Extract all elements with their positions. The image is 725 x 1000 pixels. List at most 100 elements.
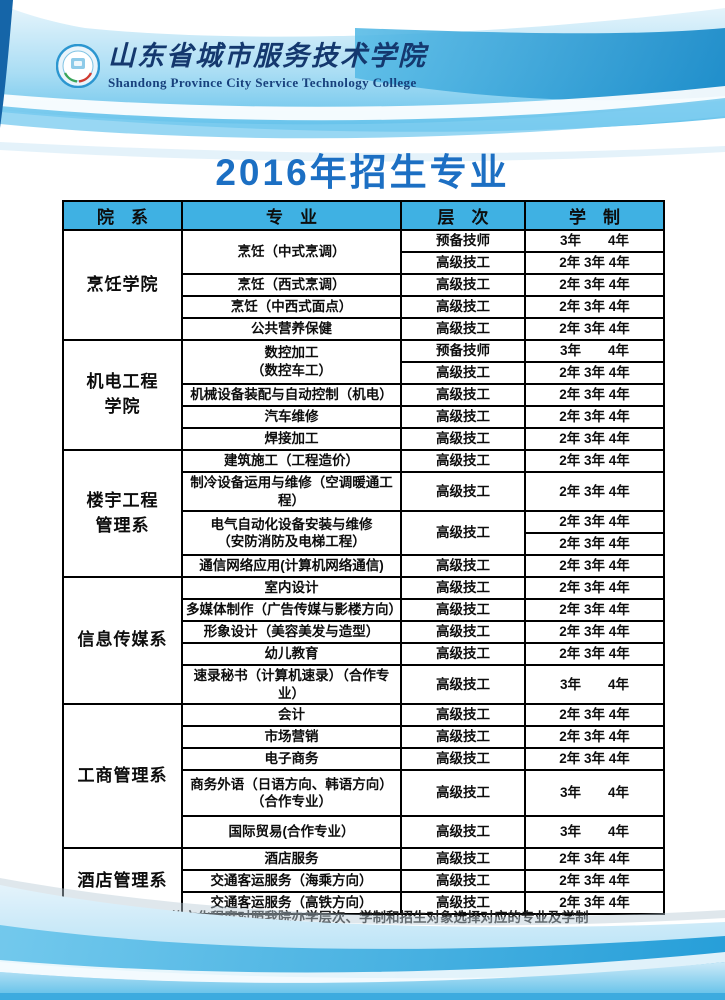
years-value: 2年 3年 4年 <box>524 642 665 667</box>
table-row: 速录秘书（计算机速录）（合作专业） 高级技工 3年 4年 <box>63 664 665 706</box>
level-value: 高级技工 <box>400 383 526 407</box>
department-name: 信息传媒系 <box>62 576 183 706</box>
table-row: 电气自动化设备安装与维修 （安防消防及电梯工程） 高级技工 2年 3年 4年 <box>63 510 665 557</box>
years-value: 2年 3年 4年 <box>524 620 665 645</box>
table-row: 形象设计（美容美发与造型） 高级技工 2年 3年 4年 <box>63 620 665 645</box>
column-header-department: 院 系 <box>62 200 183 231</box>
header-row: 院 系 专 业 层 次 学 制 <box>62 200 665 231</box>
major-name: 机械设备装配与自动控制（机电） <box>181 383 402 407</box>
level-value: 高级技工 <box>400 576 526 601</box>
level-value: 高级技工 <box>400 598 526 623</box>
years-value: 3年 4年 <box>524 339 665 363</box>
page-title: 2016年招生专业 <box>215 152 510 193</box>
major-name: 商务外语（日语方向、韩语方向） （合作专业） <box>181 769 402 818</box>
years-value: 3年 4年 <box>524 769 665 818</box>
department-name: 机电工程 学院 <box>62 339 183 451</box>
level-value: 高级技工 <box>400 510 526 557</box>
level-value: 高级技工 <box>400 664 526 706</box>
table-row: 工商管理系 会计 高级技工 2年 3年 4年 <box>62 703 665 850</box>
table-row: 高级技工 2年 3年 4年 <box>63 361 665 385</box>
department-name: 楼宇工程 管理系 <box>62 448 183 579</box>
college-name-cn: 山东省城市服务技术学院 <box>108 41 427 72</box>
major-name: 国际贸易(合作专业） <box>181 815 402 850</box>
table-row: 商务外语（日语方向、韩语方向） （合作专业） 高级技工 3年 4年 <box>63 769 665 818</box>
level-value: 高级技工 <box>400 273 526 297</box>
column-header-major: 专 业 <box>181 200 402 231</box>
level-value: 高级技工 <box>400 642 526 667</box>
brand-header: 山东省城市服务技术学院 Shandong Province City Servi… <box>56 42 427 91</box>
major-name: 公共营养保健 <box>181 317 402 341</box>
years-value: 2年 3年 4年 <box>524 554 665 579</box>
years-value: 2年 3年 4年 <box>524 251 665 275</box>
level-value: 高级技工 <box>400 891 526 916</box>
table-row: 汽车维修 高级技工 2年 3年 4年 <box>63 405 665 429</box>
years-value: 2年 3年 4年 <box>524 361 665 385</box>
major-name: 通信网络应用(计算机网络通信) <box>181 554 402 579</box>
table-row: 公共营养保健 高级技工 2年 3年 4年 <box>63 317 665 341</box>
level-value: 高级技工 <box>400 427 526 451</box>
level-value: 高级技工 <box>400 725 526 750</box>
major-name: 焊接加工 <box>181 427 402 451</box>
table-row: 国际贸易(合作专业） 高级技工 3年 4年 <box>63 815 665 850</box>
level-value: 高级技工 <box>400 317 526 341</box>
table-row: 机械设备装配与自动控制（机电） 高级技工 2年 3年 4年 <box>63 383 665 407</box>
years-value: 2年 3年 4年 <box>524 847 665 872</box>
years-value: 2年 3年 4年 <box>524 470 665 513</box>
footer-wave-decoration <box>0 878 725 1000</box>
level-value: 高级技工 <box>400 869 526 894</box>
table-row: 幼儿教育 高级技工 2年 3年 4年 <box>63 642 665 667</box>
major-name: 烹饪（中式烹调） <box>181 229 402 275</box>
major-name: 幼儿教育 <box>181 642 402 667</box>
years-value: 2年 3年 4年 <box>524 869 665 894</box>
years-value: 2年 3年 4年 <box>524 576 665 601</box>
years-value: 2年 3年 4年 <box>524 317 665 341</box>
major-name: 形象设计（美容美发与造型） <box>181 620 402 645</box>
level-value: 预备技师 <box>400 339 526 363</box>
college-emblem-icon <box>56 44 100 88</box>
table-row: 楼宇工程 管理系 建筑施工（工程造价） 高级技工 2年 3年 4年 <box>62 448 665 579</box>
major-name: 建筑施工（工程造价） <box>181 449 402 473</box>
table-row: 制冷设备运用与维修（空调暖通工程） 高级技工 2年 3年 4年 <box>63 470 665 513</box>
level-value: 高级技工 <box>400 815 526 850</box>
department-name: 工商管理系 <box>62 703 183 850</box>
level-value: 高级技工 <box>400 747 526 772</box>
majors-table-body: 烹饪学院 烹饪（中式烹调） 预备技师 3年 4年 高级技工 2年 3年 4年 烹饪（西式烹调… <box>62 229 665 916</box>
table-row: 2年 3年 4年 <box>63 532 665 557</box>
table-row: 交通客运服务（高铁方向） 高级技工 2年 3年 4年 <box>63 891 665 916</box>
column-header-duration: 学 制 <box>524 200 665 231</box>
table-row: 电子商务 高级技工 2年 3年 4年 <box>63 747 665 772</box>
level-value: 高级技工 <box>400 703 526 728</box>
college-name-en: Shandong Province City Service Technolog… <box>108 75 417 90</box>
major-name: 市场营销 <box>181 725 402 750</box>
level-value: 高级技工 <box>400 361 526 385</box>
level-value: 高级技工 <box>400 295 526 319</box>
years-value: 2年 3年 4年 <box>524 598 665 623</box>
level-value: 高级技工 <box>400 251 526 275</box>
level-value: 高级技工 <box>400 769 526 818</box>
years-value: 2年 3年 4年 <box>524 891 665 916</box>
table-row: 烹饪（西式烹调） 高级技工 2年 3年 4年 <box>63 273 665 297</box>
major-name: 电气自动化设备安装与维修 （安防消防及电梯工程） <box>181 510 402 557</box>
table-row: 信息传媒系 室内设计 高级技工 2年 3年 4年 <box>62 576 665 706</box>
major-name: 室内设计 <box>181 576 402 601</box>
level-value: 高级技工 <box>400 449 526 473</box>
table-row: 交通客运服务（海乘方向） 高级技工 2年 3年 4年 <box>63 869 665 894</box>
major-name: 交通客运服务（海乘方向） <box>181 869 402 894</box>
years-value: 2年 3年 4年 <box>524 532 665 557</box>
level-value: 高级技工 <box>400 620 526 645</box>
years-value: 2年 3年 4年 <box>524 273 665 297</box>
major-name: 交通客运服务（高铁方向） <box>181 891 402 916</box>
major-name: 多媒体制作（广告传媒与影楼方向） <box>181 598 402 623</box>
major-name: 烹饪（中西式面点） <box>181 295 402 319</box>
years-value: 2年 3年 4年 <box>524 510 665 535</box>
years-value: 2年 3年 4年 <box>524 383 665 407</box>
level-value: 高级技工 <box>400 405 526 429</box>
years-value: 2年 3年 4年 <box>524 703 665 728</box>
table-row: 通信网络应用(计算机网络通信) 高级技工 2年 3年 4年 <box>63 554 665 579</box>
major-name: 会计 <box>181 703 402 728</box>
level-value: 高级技工 <box>400 554 526 579</box>
table-row: 机电工程 学院 数控加工 （数控车工） 预备技师 3年 4年 <box>62 339 665 451</box>
table-row: 多媒体制作（广告传媒与影楼方向） 高级技工 2年 3年 4年 <box>63 598 665 623</box>
level-value: 高级技工 <box>400 470 526 513</box>
